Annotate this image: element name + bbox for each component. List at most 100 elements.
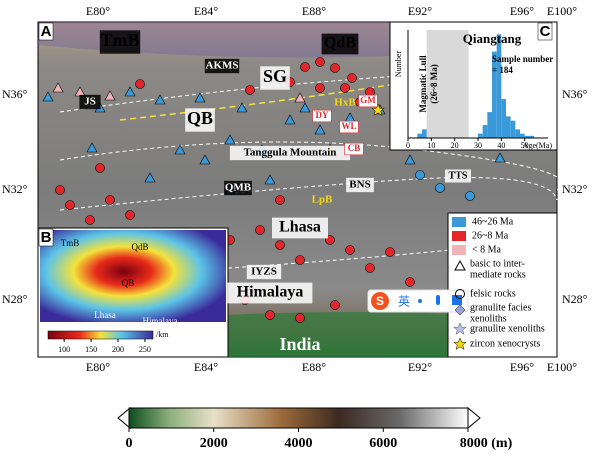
x-tick-label: 0 (406, 141, 410, 150)
inset-colorbar (47, 330, 154, 340)
sample-triangle (154, 94, 166, 105)
map-label: LpB (312, 194, 333, 206)
map-label: WL (341, 121, 356, 131)
sample-circle (275, 240, 285, 250)
toolbar-logo: S (376, 294, 384, 308)
label-box (358, 94, 378, 108)
histogram-title: Qiangtang (463, 31, 522, 46)
label-box (339, 120, 359, 134)
sample-circle (135, 79, 145, 89)
sample-circle (347, 73, 357, 83)
sample-triangle (124, 86, 136, 97)
legend-label: granulite xenoliths (470, 323, 545, 334)
label-box (229, 145, 351, 161)
lat-label-right: N32° (562, 182, 588, 196)
sample-circle (365, 263, 375, 273)
inset-colorbar-label: 100 (58, 345, 70, 354)
histogram-bar (510, 120, 516, 138)
panel-letter: B (41, 229, 52, 246)
legend-label: 26~8 Ma (472, 230, 509, 241)
label-box (99, 30, 141, 54)
map-label: Tanggula Mountain (244, 147, 337, 159)
legend-label: 46~26 Ma (472, 216, 514, 227)
inset-label: QdB (131, 242, 148, 252)
sample-triangle (284, 114, 296, 125)
label-box (312, 109, 332, 123)
sample-triangle (314, 124, 326, 135)
sample-circle (295, 255, 305, 265)
colorbar-label: 4000 (285, 436, 313, 451)
lat-label-left: N28° (2, 292, 28, 306)
legend-symbol (454, 259, 466, 271)
sample-triangle (144, 172, 156, 183)
histogram-bar (482, 125, 488, 138)
suture (119, 79, 421, 121)
x-tick-label: 30 (474, 141, 482, 150)
map-label: AKMS (206, 60, 239, 72)
inset-label: Lhasa (94, 310, 116, 320)
panel-letter-box (38, 22, 54, 41)
legend-label: < 8 Ma (472, 244, 502, 255)
histogram-bar (529, 135, 534, 138)
sample-circle (295, 313, 305, 323)
inset-label: Himalaya (143, 316, 178, 326)
sample-circle (330, 63, 340, 73)
sample-circle (95, 163, 105, 173)
lat-label-right: N28° (562, 292, 588, 306)
sample-circle (85, 215, 95, 225)
map-label: TTS (449, 170, 468, 181)
histogram-subtitle: Sample number (492, 54, 553, 64)
sample-circle (385, 247, 395, 257)
lull-annotation: (26~8 Ma) (429, 64, 439, 103)
lon-label-top: E80° (86, 4, 110, 18)
legend-swatch (452, 231, 466, 241)
colorbar-label: 0 (126, 436, 133, 451)
sample-triangle (194, 92, 206, 103)
x-axis-label: Age(Ma) (523, 141, 553, 150)
inset-label: QB (122, 278, 135, 288)
histogram-bar (496, 34, 502, 138)
histogram-bar (506, 116, 511, 138)
lon-label-top: E96° (510, 4, 534, 18)
map-label: JS (84, 96, 96, 108)
sample-circle (125, 210, 135, 220)
sample-triangle (294, 92, 306, 103)
legend-label: granulite facies (470, 302, 531, 313)
toolbar-icons (418, 295, 462, 305)
sample-circle (340, 83, 350, 93)
panel-letter-box (537, 22, 553, 41)
sample-circle (245, 85, 255, 95)
sample-triangle (224, 134, 236, 145)
x-tick-label: 40 (497, 141, 505, 150)
histogram-bar (524, 135, 530, 138)
inset-colorbar-label: 250 (139, 345, 151, 354)
sample-circle (255, 225, 265, 235)
legend-label: mediate rocks (470, 269, 526, 280)
map-label: SG (263, 66, 287, 86)
toolbar-lang[interactable]: 英 (398, 295, 410, 309)
label-box (346, 177, 374, 193)
inset-label: TmB (61, 238, 80, 248)
map-label: GM (360, 95, 376, 105)
map-label: QB (187, 108, 213, 128)
legend-symbol (454, 304, 466, 316)
sample-circle (300, 62, 310, 72)
sample-circle (105, 195, 115, 205)
lat-label-right: N36° (562, 87, 588, 101)
sample-circle (415, 170, 425, 180)
inset-colorbar-unit: /km (156, 330, 169, 339)
label-box (260, 66, 290, 90)
sample-circle (315, 57, 325, 67)
colorbar-label: 2000 (200, 436, 228, 451)
legend-symbol (455, 289, 465, 299)
colorbar-label: 6000 (369, 436, 397, 451)
histogram-bar (487, 112, 492, 138)
sample-triangle (404, 154, 416, 165)
sample-circle (55, 185, 65, 195)
sample-triangle (42, 91, 54, 102)
colorbar-label: 8000 (m) (460, 436, 513, 451)
lat-label-left: N36° (2, 87, 28, 101)
x-tick-label: 10 (427, 141, 435, 150)
ime-toolbar[interactable]: S 英 (367, 289, 469, 313)
